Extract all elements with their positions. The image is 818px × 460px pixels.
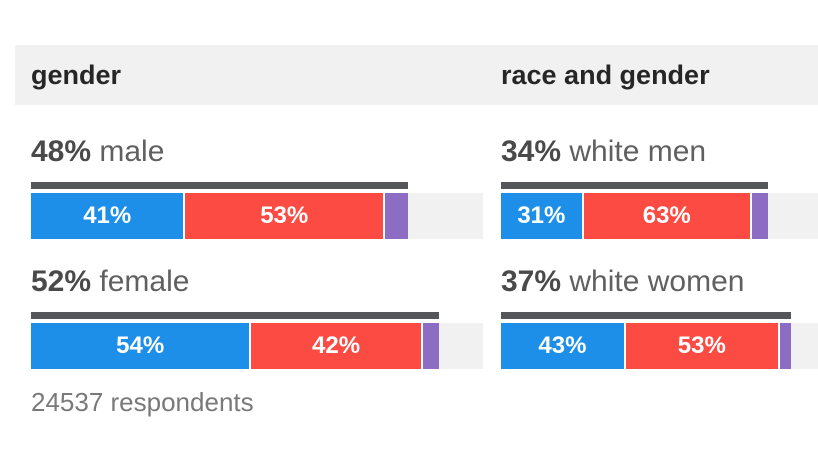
group-size-line <box>31 312 440 319</box>
segment-value-label: 43% <box>538 332 587 359</box>
group-label-text: white men <box>561 135 707 168</box>
bar-segment-purple <box>779 323 792 369</box>
panel-header-band: gender race and gender <box>15 45 818 105</box>
panel-title-race-and-gender: race and gender <box>501 60 710 90</box>
bar-row-female: 54% 42% <box>31 312 483 369</box>
bar-track: 54% 42% <box>31 323 483 369</box>
bar-segment-blue: 43% <box>501 323 626 369</box>
bar-stack: 41% 53% <box>31 193 408 239</box>
bar-segment-purple <box>422 323 440 369</box>
bar-track: 31% 63% <box>501 193 818 239</box>
group-pct-value: 37% <box>501 265 562 298</box>
group-label-text: male <box>91 135 165 168</box>
group-label-female: 52% female <box>31 264 189 300</box>
bar-row-white-men: 31% 63% <box>501 182 818 239</box>
bar-segment-purple <box>751 193 768 239</box>
panel-gender: 48% male 41% 53% 52% female 54% 42% 24537 … <box>31 0 483 460</box>
group-label-male: 48% male <box>31 134 164 170</box>
segment-value-label: 54% <box>116 332 165 359</box>
panel-race-and-gender: 34% white men 31% 63% 37% white women 43%… <box>501 0 818 460</box>
bar-segment-blue: 41% <box>31 193 186 239</box>
group-size-line <box>501 182 768 189</box>
group-size-line <box>31 182 408 189</box>
segment-value-label: 42% <box>312 332 361 359</box>
group-pct-value: 48% <box>31 135 92 168</box>
segment-value-label: 53% <box>677 332 726 359</box>
segment-value-label: 31% <box>517 202 566 229</box>
group-size-line <box>501 312 792 319</box>
bar-segment-red: 42% <box>251 323 423 369</box>
respondents-footnote: 24537 respondents <box>31 387 254 417</box>
group-pct-value: 34% <box>501 135 562 168</box>
group-label-white-women: 37% white women <box>501 264 744 300</box>
segment-value-label: 63% <box>642 202 691 229</box>
bar-segment-blue: 54% <box>31 323 252 369</box>
group-label-white-men: 34% white men <box>501 134 706 170</box>
bar-segment-blue: 31% <box>501 193 584 239</box>
group-label-text: white women <box>561 265 745 298</box>
panel-title-gender: gender <box>31 60 122 90</box>
segment-value-label: 41% <box>83 202 132 229</box>
bar-segment-red: 53% <box>625 323 780 369</box>
group-pct-value: 52% <box>31 265 92 298</box>
bar-stack: 31% 63% <box>501 193 768 239</box>
bar-stack: 43% 53% <box>501 323 792 369</box>
bar-row-male: 41% 53% <box>31 182 483 239</box>
bar-segment-red: 53% <box>185 193 386 239</box>
bar-segment-red: 63% <box>583 193 752 239</box>
bar-stack: 54% 42% <box>31 323 440 369</box>
bar-segment-purple <box>385 193 408 239</box>
group-label-text: female <box>91 265 190 298</box>
segment-value-label: 53% <box>260 202 309 229</box>
bar-track: 41% 53% <box>31 193 483 239</box>
bar-row-white-women: 43% 53% <box>501 312 818 369</box>
bar-track: 43% 53% <box>501 323 818 369</box>
